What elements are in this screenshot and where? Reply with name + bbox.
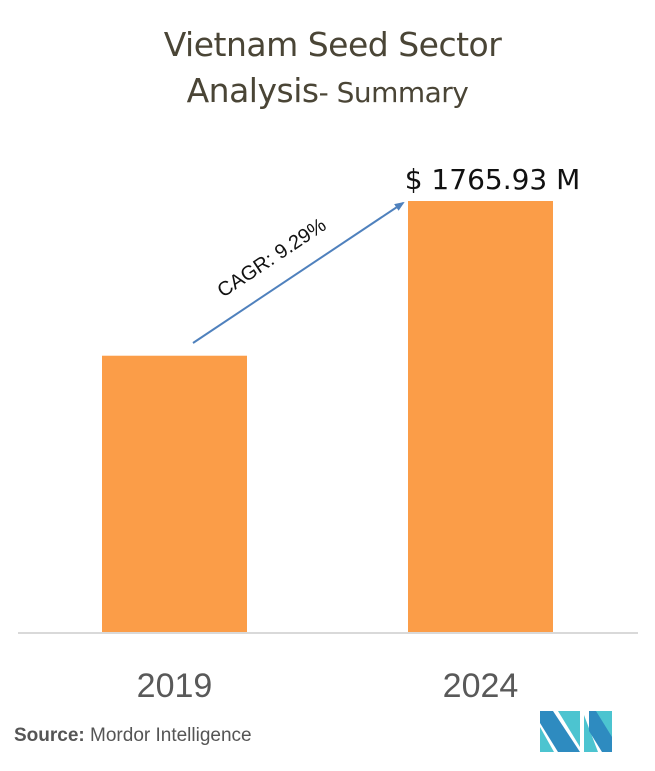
- data-labels: $ 1765.93 M: [405, 163, 581, 196]
- data-label-2024: $ 1765.93 M: [405, 163, 581, 196]
- bar-2019: [102, 355, 247, 632]
- mordor-intelligence-logo-icon: [540, 711, 612, 752]
- x-tick-labels: 2019 2024: [137, 667, 519, 700]
- chart-title: Vietnam Seed Sector Analysis- Summary: [0, 22, 655, 116]
- chart-title-sub: - Summary: [318, 76, 469, 109]
- logo-light-middle: [558, 711, 580, 747]
- cagr-annotation: CAGR: 9.29%: [214, 214, 331, 302]
- bars-group: [102, 201, 553, 632]
- logo-light-right-top: [596, 711, 612, 737]
- source-note: Source: Mordor Intelligence: [14, 725, 252, 747]
- bar-2024: [408, 201, 553, 632]
- logo-dark-left: [540, 711, 580, 752]
- x-tick-label-2019: 2019: [137, 667, 213, 700]
- chart-title-main: Analysis: [186, 71, 319, 110]
- cagr-arrow: [192, 201, 405, 344]
- chart-title-line1: Vietnam Seed Sector: [163, 25, 502, 64]
- chart-title-line2: Analysis- Summary: [0, 68, 655, 116]
- source-value: Mordor Intelligence: [90, 725, 252, 746]
- logo-light-left: [540, 727, 554, 752]
- x-tick-label-2024: 2024: [443, 667, 519, 700]
- bar-chart: 2019 2024 $ 1765.93 M CAGR: 9.29%: [18, 163, 638, 700]
- source-label: Source:: [14, 725, 85, 746]
